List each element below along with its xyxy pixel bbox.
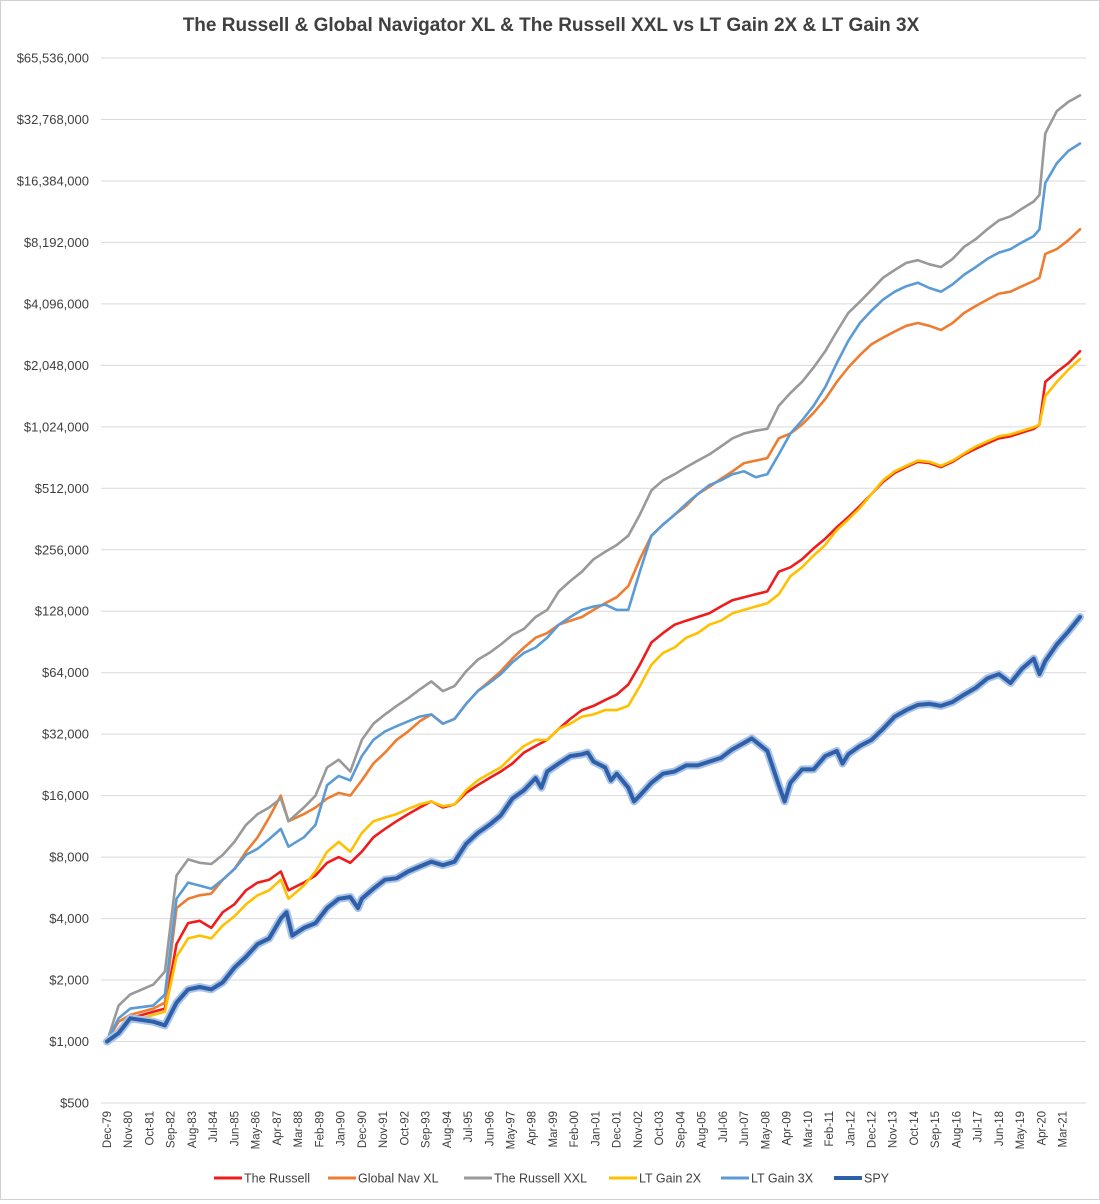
x-tick-label: Jan-12 — [845, 1111, 857, 1146]
x-tick-label: Apr-98 — [527, 1111, 539, 1146]
x-tick-label: Feb-89 — [314, 1111, 326, 1147]
chart-title: The Russell & Global Navigator XL & The … — [182, 15, 920, 36]
series-lines — [103, 94, 1084, 1046]
y-tick-label: $512,000 — [35, 481, 89, 496]
series-line-spy-glow — [103, 613, 1084, 1046]
x-tick-label: Mar-10 — [803, 1111, 815, 1147]
x-tick-label: Feb-00 — [569, 1111, 581, 1147]
x-tick-label: May-19 — [1015, 1111, 1027, 1149]
x-tick-label: Mar-21 — [1058, 1111, 1070, 1147]
x-tick-label: Sep-04 — [675, 1110, 687, 1148]
series-line-the-russell — [105, 350, 1082, 1043]
y-tick-label: $16,384,000 — [17, 173, 89, 188]
x-tick-label: May-86 — [251, 1111, 263, 1149]
y-tick-label: $8,192,000 — [24, 235, 89, 250]
y-axis-tick-labels: $500 $1,000 $2,000 $4,000 $8,000 $16,000 $32,0… — [17, 51, 89, 1111]
series-line-global-nav-xl — [105, 228, 1082, 1043]
x-tick-label: Nov-80 — [123, 1111, 135, 1148]
x-tick-label: Sep-15 — [930, 1111, 942, 1148]
x-tick-label: Oct-92 — [399, 1111, 411, 1146]
x-tick-label: May-97 — [505, 1111, 517, 1149]
x-tick-label: Dec-12 — [867, 1111, 879, 1148]
x-tick-label: Nov-13 — [888, 1111, 900, 1148]
x-tick-label: Nov-02 — [633, 1111, 645, 1148]
y-tick-label: $64,000 — [42, 665, 89, 680]
x-tick-label: Dec-01 — [612, 1111, 624, 1148]
series-line-lt-gain-3x — [105, 142, 1082, 1043]
series-line-the-russell-xxl — [105, 94, 1082, 1043]
x-tick-label: Jul-95 — [463, 1111, 475, 1142]
x-tick-label: Jun-18 — [994, 1111, 1006, 1146]
x-tick-label: Jun-07 — [739, 1111, 751, 1146]
x-tick-label: Jun-85 — [229, 1111, 241, 1146]
x-tick-label: Jul-17 — [973, 1111, 985, 1142]
x-tick-label: Dec-90 — [357, 1111, 369, 1148]
x-tick-label: Oct-14 — [909, 1110, 921, 1145]
legend-label-global-nav-xl: Global Nav XL — [358, 1172, 439, 1186]
legend-label-spy: SPY — [864, 1172, 890, 1186]
x-tick-label: Feb-11 — [824, 1111, 836, 1147]
x-tick-label: Aug-83 — [187, 1111, 199, 1148]
y-tick-label: $128,000 — [35, 604, 89, 619]
legend-label-lt-gain-2x: LT Gain 2X — [639, 1172, 702, 1186]
x-tick-label: Jan-01 — [590, 1111, 602, 1146]
x-tick-label: Apr-20 — [1036, 1111, 1048, 1146]
x-tick-label: Oct-03 — [654, 1111, 666, 1146]
y-tick-label: $32,000 — [42, 727, 89, 742]
y-tick-label: $256,000 — [35, 542, 89, 557]
x-tick-label: Apr-87 — [272, 1111, 284, 1146]
x-tick-label: Oct-81 — [144, 1111, 156, 1146]
series-line-spy — [105, 615, 1082, 1044]
x-tick-label: Apr-09 — [782, 1111, 794, 1146]
grid-lines — [101, 57, 1086, 1104]
x-tick-label: Sep-82 — [166, 1111, 178, 1148]
y-tick-label: $2,000 — [49, 973, 89, 988]
x-tick-label: May-08 — [760, 1111, 772, 1149]
y-tick-label: $32,768,000 — [17, 112, 89, 127]
y-tick-label: $4,096,000 — [24, 296, 89, 311]
x-tick-label: Jul-84 — [208, 1110, 220, 1142]
y-tick-label: $4,000 — [49, 911, 89, 926]
legend-label-the-russell: The Russell — [244, 1172, 310, 1186]
y-tick-label: $16,000 — [42, 788, 89, 803]
y-tick-label: $65,536,000 — [17, 51, 89, 66]
x-tick-label: Sep-93 — [421, 1111, 433, 1148]
x-tick-label: Aug-94 — [442, 1110, 454, 1148]
legend-label-lt-gain-3x: LT Gain 3X — [751, 1172, 814, 1186]
x-tick-label: Aug-16 — [951, 1111, 963, 1148]
x-axis-tick-labels: Dec-79 Nov-80 Oct-81 Sep-82 Aug-83 Jul-84 Jun-… — [102, 1110, 1070, 1149]
y-tick-label: $500 — [60, 1096, 89, 1111]
x-tick-label: Jan-90 — [336, 1111, 348, 1146]
y-tick-label: $2,048,000 — [24, 358, 89, 373]
legend: The Russell Global Nav XL The Russell XXL L… — [214, 1172, 890, 1186]
x-tick-label: Jun-96 — [484, 1111, 496, 1146]
series-line-lt-gain-2x — [105, 357, 1082, 1043]
x-tick-label: Aug-05 — [697, 1111, 709, 1148]
y-tick-label: $1,024,000 — [24, 419, 89, 434]
y-tick-label: $8,000 — [49, 850, 89, 865]
legend-label-the-russell-xxl: The Russell XXL — [494, 1172, 587, 1186]
x-tick-label: Mar-88 — [293, 1111, 305, 1147]
x-tick-label: Jul-06 — [718, 1111, 730, 1142]
x-tick-label: Dec-79 — [102, 1111, 114, 1148]
x-tick-label: Mar-99 — [548, 1111, 560, 1147]
y-tick-label: $1,000 — [49, 1034, 89, 1049]
x-tick-label: Nov-91 — [378, 1111, 390, 1148]
